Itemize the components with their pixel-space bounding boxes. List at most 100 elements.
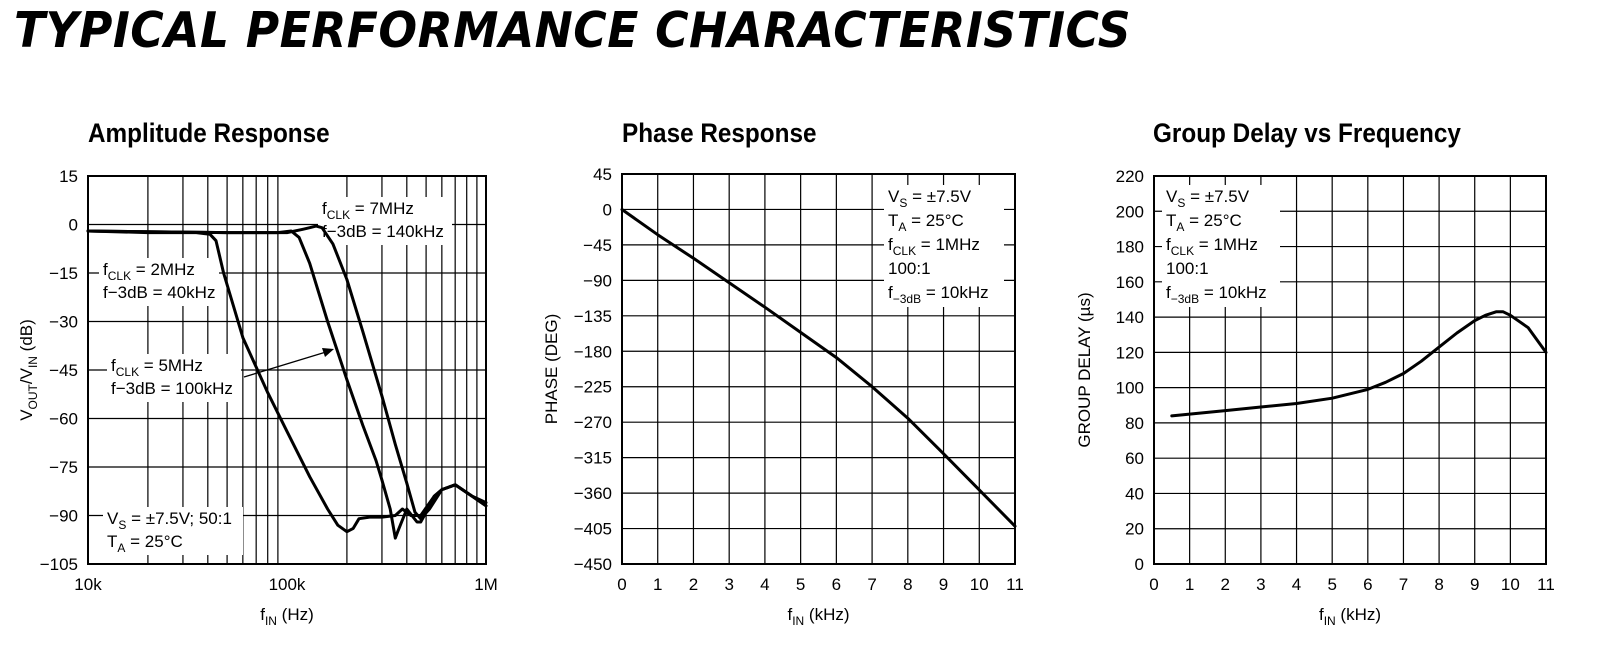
annotation-3: VS = ±7.5V; 50:1TA = 25°C [107,509,232,555]
y-tick-label: −270 [574,413,612,432]
y-tick-label: −225 [574,378,612,397]
annotation-line-rest: = 25°C [906,211,963,230]
x-axis-label-rest: (Hz) [277,605,314,624]
y-axis-label: PHASE (DEG) [542,314,561,425]
y-axis-label: GROUP DELAY (µs) [1075,292,1094,447]
x-tick-label: 4 [760,575,769,594]
annotation-line-main: f−3dB = 40kHz [103,283,215,302]
x-axis-label-sub: IN [265,614,277,628]
x-axis-label: fIN (kHz) [1319,605,1381,628]
annotation-line-main: V [888,187,900,206]
annotation-line: TA = 25°C [107,532,183,555]
y-tick-label: 0 [1135,555,1144,574]
annotation-line: fCLK = 2MHz [103,260,195,283]
y-tick-label: 20 [1125,520,1144,539]
y-tick-label: 40 [1125,484,1144,503]
annotation-line-main: 100:1 [1166,259,1209,278]
annotation-line-rest: = ±7.5V; 50:1 [126,509,232,528]
plot-frame [1153,175,1547,565]
y-tick-label: −405 [574,520,612,539]
annotation-bg [103,507,243,555]
y-tick-label: 60 [1125,449,1144,468]
chart-title-phase: Phase Response [622,118,817,148]
annotation-line-rest: = 1MHz [916,235,980,254]
annotation-line-sub: A [117,541,125,555]
y-axis-label-sub: OUT [26,383,40,409]
annotation-line-main: V [107,509,119,528]
plot-frame [621,173,1016,565]
annotation-line-rest: = 2MHz [131,260,195,279]
y-tick-label: 100 [1116,379,1144,398]
annotation-line-sub: CLK [327,208,350,222]
series-line-0 [620,208,1017,528]
annotation-line-rest: = 5MHz [139,356,203,375]
annotation-line: f−3dB = 40kHz [103,283,215,302]
y-tick-label: 140 [1116,308,1144,327]
y-tick-label: −60 [49,410,78,429]
annotation-line: VS = ±7.5V; 50:1 [107,509,232,532]
annotation-line-sub: −3dB [1171,292,1199,306]
x-tick-label: 7 [867,575,876,594]
annotation-line: f−3dB = 140kHz [322,222,444,241]
annotation-line: VS = ±7.5V [1166,187,1250,210]
x-axis-label-main: f [260,605,265,624]
series-line-0 [1170,310,1548,418]
y-tick-label: −360 [574,484,612,503]
x-tick-label: 3 [1256,575,1265,594]
annotation-line-sub: S [899,196,907,210]
annotation-line-rest: = ±7.5V [907,187,971,206]
series-line-2 [86,224,488,521]
annotation-line-rest: = 25°C [1184,211,1241,230]
x-tick-label: 2 [1221,575,1230,594]
x-axis-label-rest: (kHz) [804,605,849,624]
y-tick-label: −315 [574,449,612,468]
y-axis-label-part: (dB) [17,319,36,356]
annotation-line-sub: S [118,518,126,532]
annotation-line-main: f [888,235,893,254]
annotation-line-main: f [103,260,108,279]
x-axis-label-main: f [787,605,792,624]
x-tick-label: 11 [1006,575,1024,594]
annotation-line-main: f−3dB = 100kHz [111,379,233,398]
annotation-bg [884,185,1004,307]
annotation-arrowhead [322,348,334,357]
y-axis-label-part: V [17,409,36,421]
y-tick-label: −15 [49,264,78,283]
annotation-line: fCLK = 1MHz [1166,235,1258,258]
annotation-line-rest: = 10kHz [921,283,989,302]
y-tick-label: −90 [49,507,78,526]
series-layer [86,224,488,540]
x-axis-label-main: f [1319,605,1324,624]
annotation-line-sub: CLK [108,269,131,283]
y-tick-label: 180 [1116,238,1144,257]
annotation-line-sub: CLK [1171,244,1194,258]
y-tick-label: −75 [49,458,78,477]
chart-title-group-delay: Group Delay vs Frequency [1153,118,1461,148]
x-tick-label: 10 [1501,575,1520,594]
annotation-line: fCLK = 5MHz [111,356,203,379]
x-axis-label: fIN (kHz) [787,605,849,628]
annotation-line-rest: = 25°C [125,532,182,551]
annotation-line-main: V [1166,187,1178,206]
x-tick-label: 9 [1470,575,1479,594]
annotation-bg [99,258,219,306]
x-tick-label: 2 [689,575,698,594]
y-axis-label-part: /V [17,367,36,384]
page-title: TYPICAL PERFORMANCE CHARACTERISTICS [14,2,1132,59]
x-axis-label-sub: IN [792,614,804,628]
annotation-line-main: T [888,211,898,230]
y-tick-label: −105 [40,555,78,574]
plot-frame [87,175,487,565]
annotation-line: f−3dB = 10kHz [888,283,989,306]
annotation-bg [1162,185,1280,307]
series-layer [620,208,1017,528]
y-tick-label: 120 [1116,343,1144,362]
x-tick-label: 0 [1149,575,1158,594]
chart-title-amplitude: Amplitude Response [88,118,330,148]
annotation-line: VS = ±7.5V [888,187,972,210]
